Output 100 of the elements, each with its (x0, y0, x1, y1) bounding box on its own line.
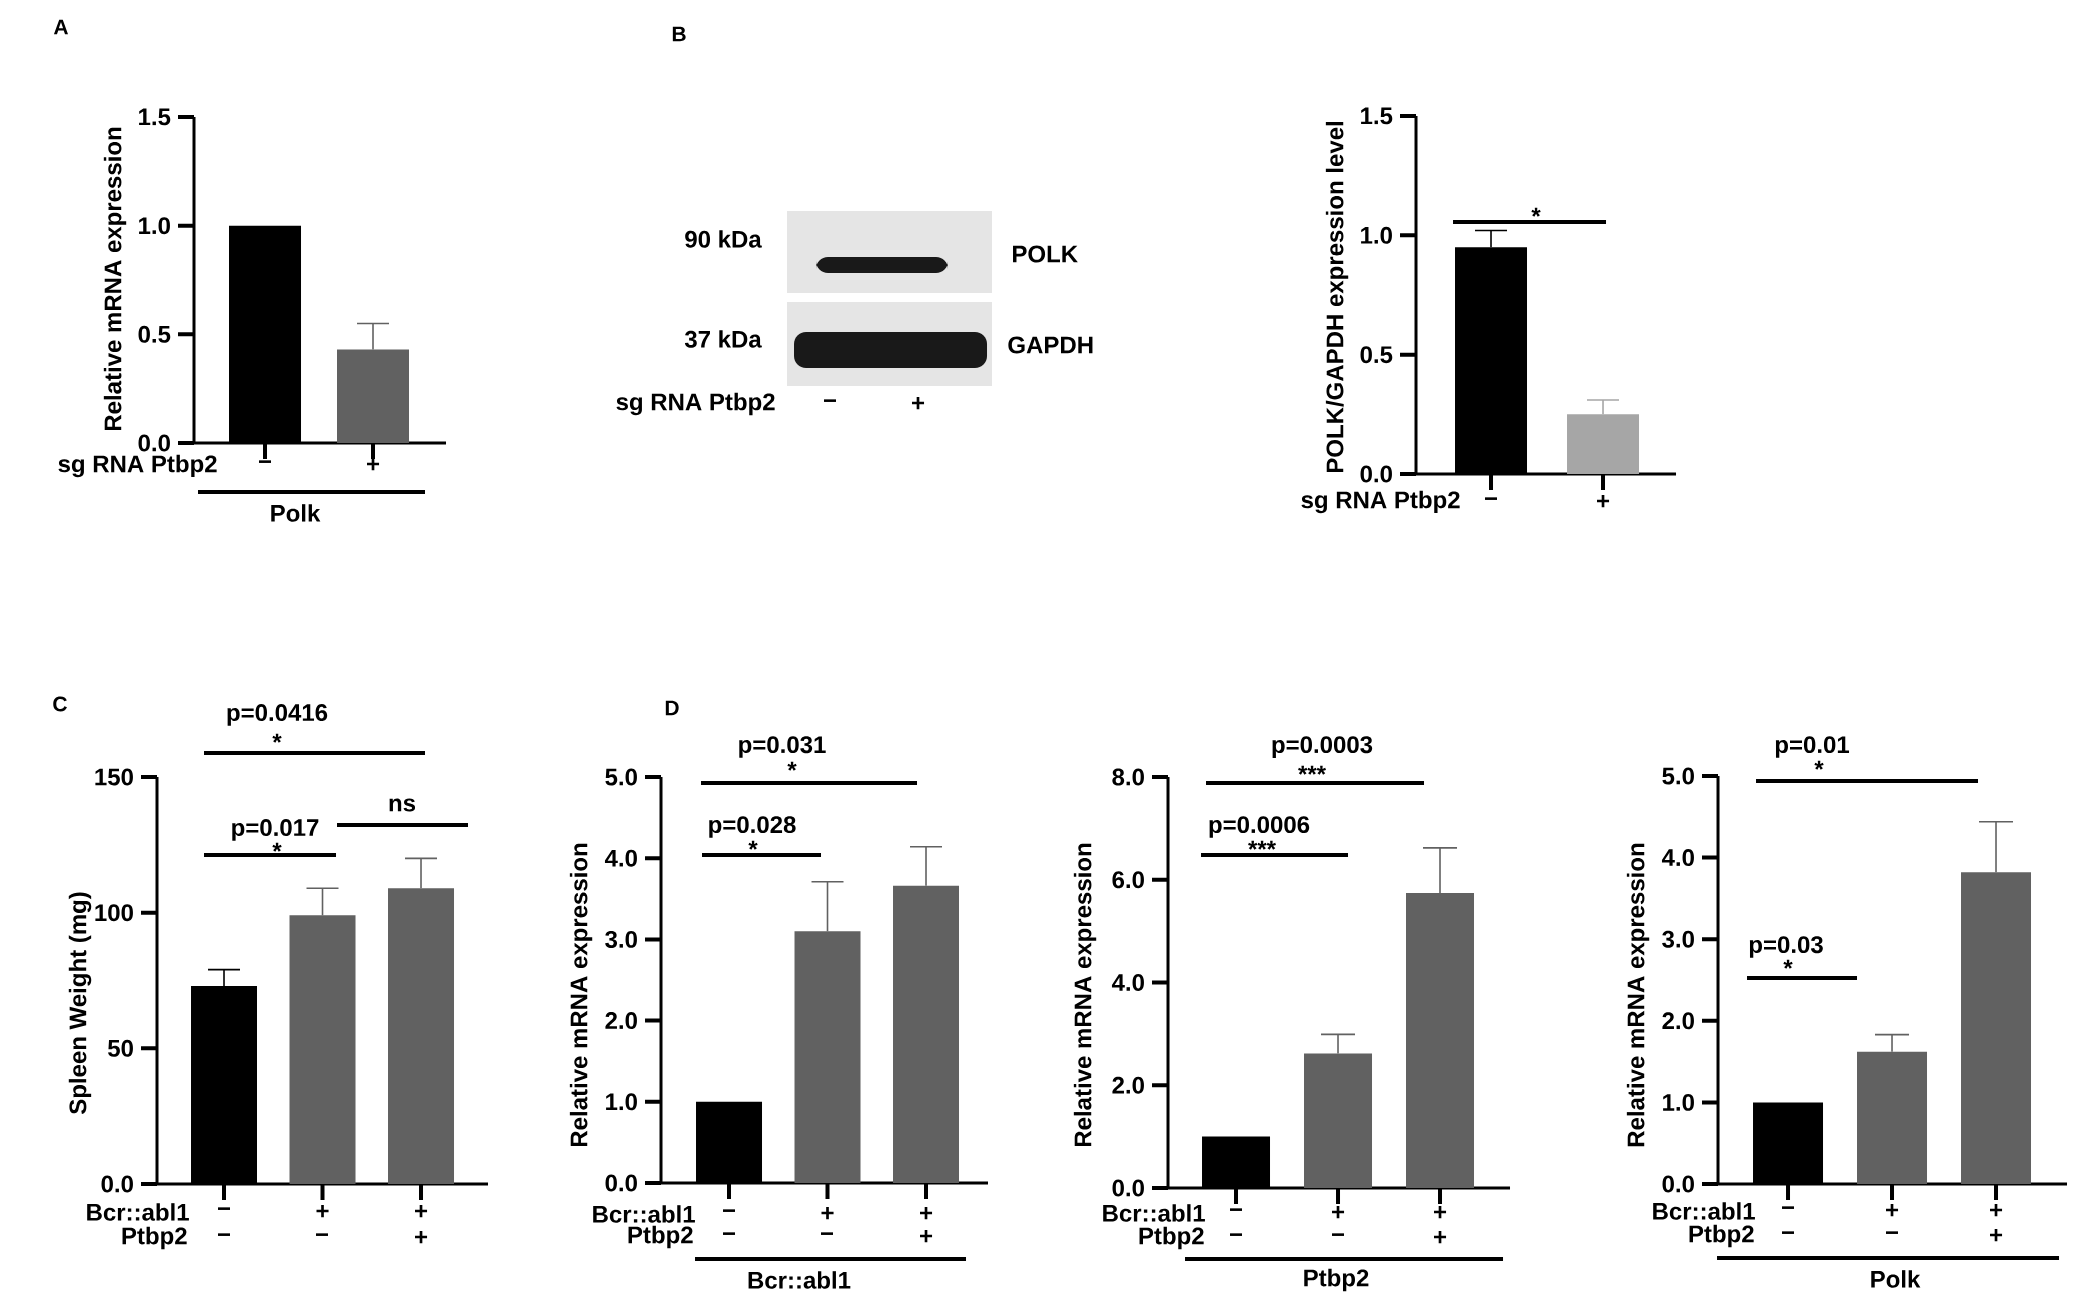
annotation: p=0.028 (709, 816, 796, 838)
text: sg RNA Ptbp2 (58, 454, 217, 478)
text: Ptbp2 (628, 1225, 693, 1249)
text: Bcr::abl1 (593, 1205, 695, 1223)
text: Bcr::abl1 (1103, 1204, 1205, 1222)
x-tick-label: − (218, 1207, 231, 1210)
y-axis-title: Relative mRNA expression (103, 127, 127, 431)
annotation: * (748, 840, 758, 850)
y-tick-label: 50 (108, 1039, 133, 1057)
y-tick-label: 8.0 (1112, 768, 1144, 786)
y-tick-label: 150 (95, 768, 133, 786)
text: Ptbp2 (1689, 1224, 1754, 1248)
text: − (824, 399, 837, 402)
text: GAPDH (1008, 336, 1093, 354)
y-tick-label: 2.0 (605, 1012, 637, 1030)
x-tick-label: + (1434, 1205, 1447, 1219)
y-tick-label: 100 (95, 904, 133, 922)
y-tick-label: 3.0 (605, 930, 637, 948)
text: − (723, 1232, 736, 1235)
text: − (1886, 1231, 1899, 1234)
y-tick-label: 2.0 (1662, 1012, 1694, 1030)
x-tick-label: + (920, 1206, 933, 1220)
x-tick-label: + (1886, 1203, 1899, 1217)
x-tick-label: + (1332, 1205, 1345, 1219)
y-tick-label: 0.0 (1112, 1179, 1144, 1197)
y-axis-title: Spleen Weight (mg) (68, 892, 92, 1115)
y-tick-label: 5.0 (1662, 767, 1694, 785)
text: POLK (1013, 245, 1078, 263)
chart-title: A (53, 19, 68, 35)
x-tick-label: − (1230, 1208, 1243, 1211)
text: p=0.0416 (227, 704, 328, 726)
annotation: p=0.017 (232, 819, 319, 841)
text: + (920, 1229, 933, 1243)
text: + (1434, 1230, 1447, 1244)
y-tick-label: 2.0 (1112, 1076, 1144, 1094)
annotation: p=0.0006 (1209, 816, 1310, 838)
text: − (218, 1233, 231, 1236)
y-tick-label: 6.0 (1112, 871, 1144, 889)
y-tick-label: 0.0 (101, 1175, 133, 1193)
chart-title: D (665, 700, 679, 716)
text: + (1990, 1228, 2003, 1242)
text: Bcr::abl1 (1653, 1202, 1755, 1220)
text: − (1782, 1231, 1795, 1234)
text: sg RNA Ptbp2 (1301, 490, 1460, 514)
x-tick-label: + (316, 1204, 329, 1218)
x-axis-title: Polk (1871, 1270, 1921, 1288)
annotation: * (1531, 207, 1541, 217)
y-axis-title: Relative mRNA expression (1073, 843, 1097, 1147)
text: sg RNA Ptbp2 (616, 392, 775, 416)
y-tick-label: 0.5 (1360, 346, 1393, 364)
y-axis-title: Relative mRNA expression (569, 843, 593, 1147)
text: p=0.031 (739, 736, 826, 758)
x-axis-title: Ptbp2 (1304, 1268, 1369, 1292)
text: Ptbp2 (1139, 1226, 1204, 1250)
text: − (316, 1233, 329, 1236)
x-tick-label: + (821, 1206, 834, 1220)
y-tick-label: 3.0 (1662, 930, 1694, 948)
y-tick-label: 0.0 (1360, 465, 1392, 483)
x-axis-title: Bcr::abl1 (748, 1271, 851, 1289)
text: + (911, 396, 925, 410)
annotation: * (1783, 959, 1793, 969)
x-tick-label: + (1990, 1203, 2003, 1217)
text: − (1230, 1233, 1243, 1236)
x-tick-label: + (415, 1204, 428, 1218)
y-tick-label: 1.0 (606, 1093, 637, 1111)
text: Bcr::abl1 (87, 1203, 189, 1221)
annotation: *** (1248, 840, 1276, 850)
text: B (672, 26, 686, 42)
y-tick-label: 4.0 (1661, 849, 1694, 867)
annotation: p=0.03 (1749, 936, 1823, 958)
text: Ptbp2 (122, 1226, 187, 1250)
y-axis-title: POLK/GAPDH expression level (1325, 122, 1349, 473)
y-tick-label: 0.0 (138, 434, 170, 452)
text: − (1332, 1233, 1345, 1236)
text: p=0.01 (1775, 736, 1850, 758)
annotation: ns (389, 798, 416, 812)
y-tick-label: 1.0 (1361, 226, 1392, 244)
text: − (821, 1232, 834, 1235)
chart-title: C (53, 696, 67, 712)
y-tick-label: 0.0 (1662, 1175, 1694, 1193)
y-tick-label: 1.5 (139, 108, 171, 126)
text: 37 kDa (684, 330, 762, 348)
y-tick-label: 1.0 (1663, 1093, 1694, 1111)
y-tick-label: 5.0 (605, 768, 637, 786)
x-tick-label: − (723, 1209, 736, 1212)
x-tick-label: − (1782, 1206, 1795, 1209)
text: + (415, 1230, 428, 1244)
y-tick-label: 1.0 (139, 217, 170, 235)
y-tick-label: 4.0 (1111, 974, 1144, 991)
text: * (787, 761, 797, 771)
y-tick-label: 0.5 (138, 325, 171, 343)
text: *** (1298, 765, 1326, 775)
text: * (1814, 760, 1824, 770)
y-tick-label: 0.0 (605, 1174, 637, 1192)
annotation: * (272, 842, 282, 852)
y-tick-label: 1.5 (1361, 107, 1393, 125)
text: * (272, 733, 282, 743)
text: p=0.0003 (1272, 736, 1373, 758)
text: 90 kDa (685, 230, 762, 248)
y-axis-title: Relative mRNA expression (1626, 843, 1650, 1147)
